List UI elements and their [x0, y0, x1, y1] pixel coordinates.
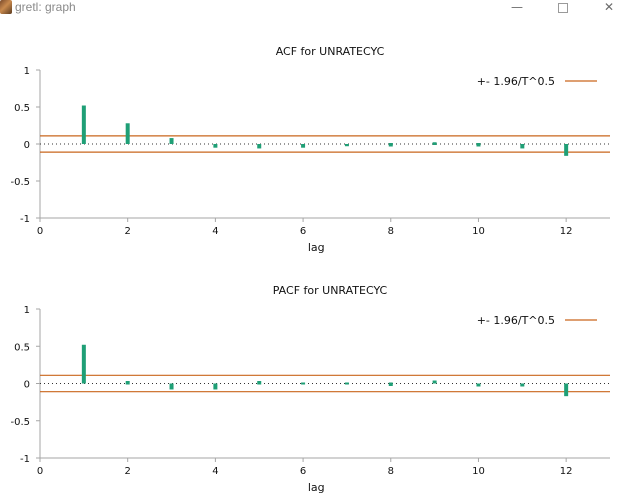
pacf-bar	[301, 382, 306, 385]
pacf-bar	[344, 382, 349, 385]
acf-bar	[301, 144, 306, 148]
acf-bar	[344, 144, 349, 147]
window-titlebar: gretl: graph — ✕	[0, 0, 627, 16]
pacf-x-tick-label: 0	[37, 466, 43, 477]
close-button[interactable]: ✕	[586, 0, 627, 16]
acf-bar	[388, 143, 393, 147]
acf-x-tick-label: 2	[125, 226, 131, 237]
window-title: gretl: graph	[15, 0, 76, 14]
pacf-y-tick-label: 1	[24, 305, 30, 316]
acf-bar	[125, 123, 130, 144]
acf-chart-title: ACF for UNRATECYC	[276, 45, 385, 58]
acf-y-tick-label: 0	[24, 140, 30, 151]
gretl-app-icon	[0, 0, 12, 14]
pacf-y-tick-label: 0	[24, 380, 30, 391]
pacf-legend-label: +- 1.96/T^0.5	[477, 314, 555, 327]
pacf-x-axis-label: lag	[308, 481, 325, 494]
acf-chart: ACF for UNRATECYC 1 0.5 0 -0.5 -1 0 2 4 6 8 10 12 lag…	[10, 45, 610, 254]
acf-bar	[213, 144, 218, 148]
acf-x-tick-label: 8	[388, 226, 394, 237]
acf-bar	[81, 105, 86, 144]
acf-bar	[257, 144, 262, 149]
acf-bar	[564, 144, 569, 156]
acf-y-tick-label: -1	[20, 214, 30, 225]
pacf-x-tick-label: 4	[212, 466, 218, 477]
acf-bar	[432, 142, 437, 145]
acf-legend-label: +- 1.96/T^0.5	[477, 75, 555, 88]
acf-x-tick-label: 6	[300, 226, 306, 237]
pacf-x-tick-label: 2	[125, 466, 131, 477]
acf-x-tick-label: 12	[560, 226, 573, 237]
pacf-bar	[476, 383, 481, 387]
acf-x-tick-label: 4	[212, 226, 218, 237]
acf-y-tick-label: 0.5	[14, 103, 30, 114]
pacf-chart: PACF for UNRATECYC 1 0.5 0 -0.5 -1 0 2 4 6 8 10 12 la…	[10, 284, 610, 494]
pacf-x-tick-label: 12	[560, 466, 573, 477]
acf-x-axis-label: lag	[308, 241, 325, 254]
pacf-bar	[432, 380, 437, 384]
pacf-bar	[564, 383, 569, 397]
pacf-x-tick-label: 8	[388, 466, 394, 477]
pacf-y-tick-label: -1	[20, 454, 30, 465]
pacf-y-tick-label: -0.5	[10, 417, 30, 428]
acf-bar	[520, 144, 525, 149]
acf-x-tick-label: 10	[472, 226, 485, 237]
acf-bar	[476, 143, 481, 147]
pacf-bar	[81, 344, 86, 384]
minimize-button[interactable]: —	[494, 0, 540, 16]
pacf-bar	[169, 383, 174, 390]
pacf-bar	[388, 382, 393, 386]
acf-x-tick-label: 0	[37, 226, 43, 237]
pacf-bar	[520, 383, 525, 387]
acf-y-tick-label: 1	[24, 66, 30, 77]
pacf-x-tick-label: 6	[300, 466, 306, 477]
pacf-x-tick-label: 10	[472, 466, 485, 477]
maximize-icon	[558, 3, 568, 13]
pacf-bar	[257, 381, 262, 385]
close-icon: ✕	[603, 0, 615, 14]
minimize-icon: —	[511, 0, 523, 14]
pacf-chart-title: PACF for UNRATECYC	[273, 284, 388, 297]
pacf-bar	[125, 381, 130, 385]
acf-y-tick-label: -0.5	[10, 177, 30, 188]
acf-bar	[169, 138, 174, 144]
maximize-button[interactable]	[540, 0, 586, 16]
pacf-bar	[213, 383, 218, 390]
pacf-y-tick-label: 0.5	[14, 342, 30, 353]
